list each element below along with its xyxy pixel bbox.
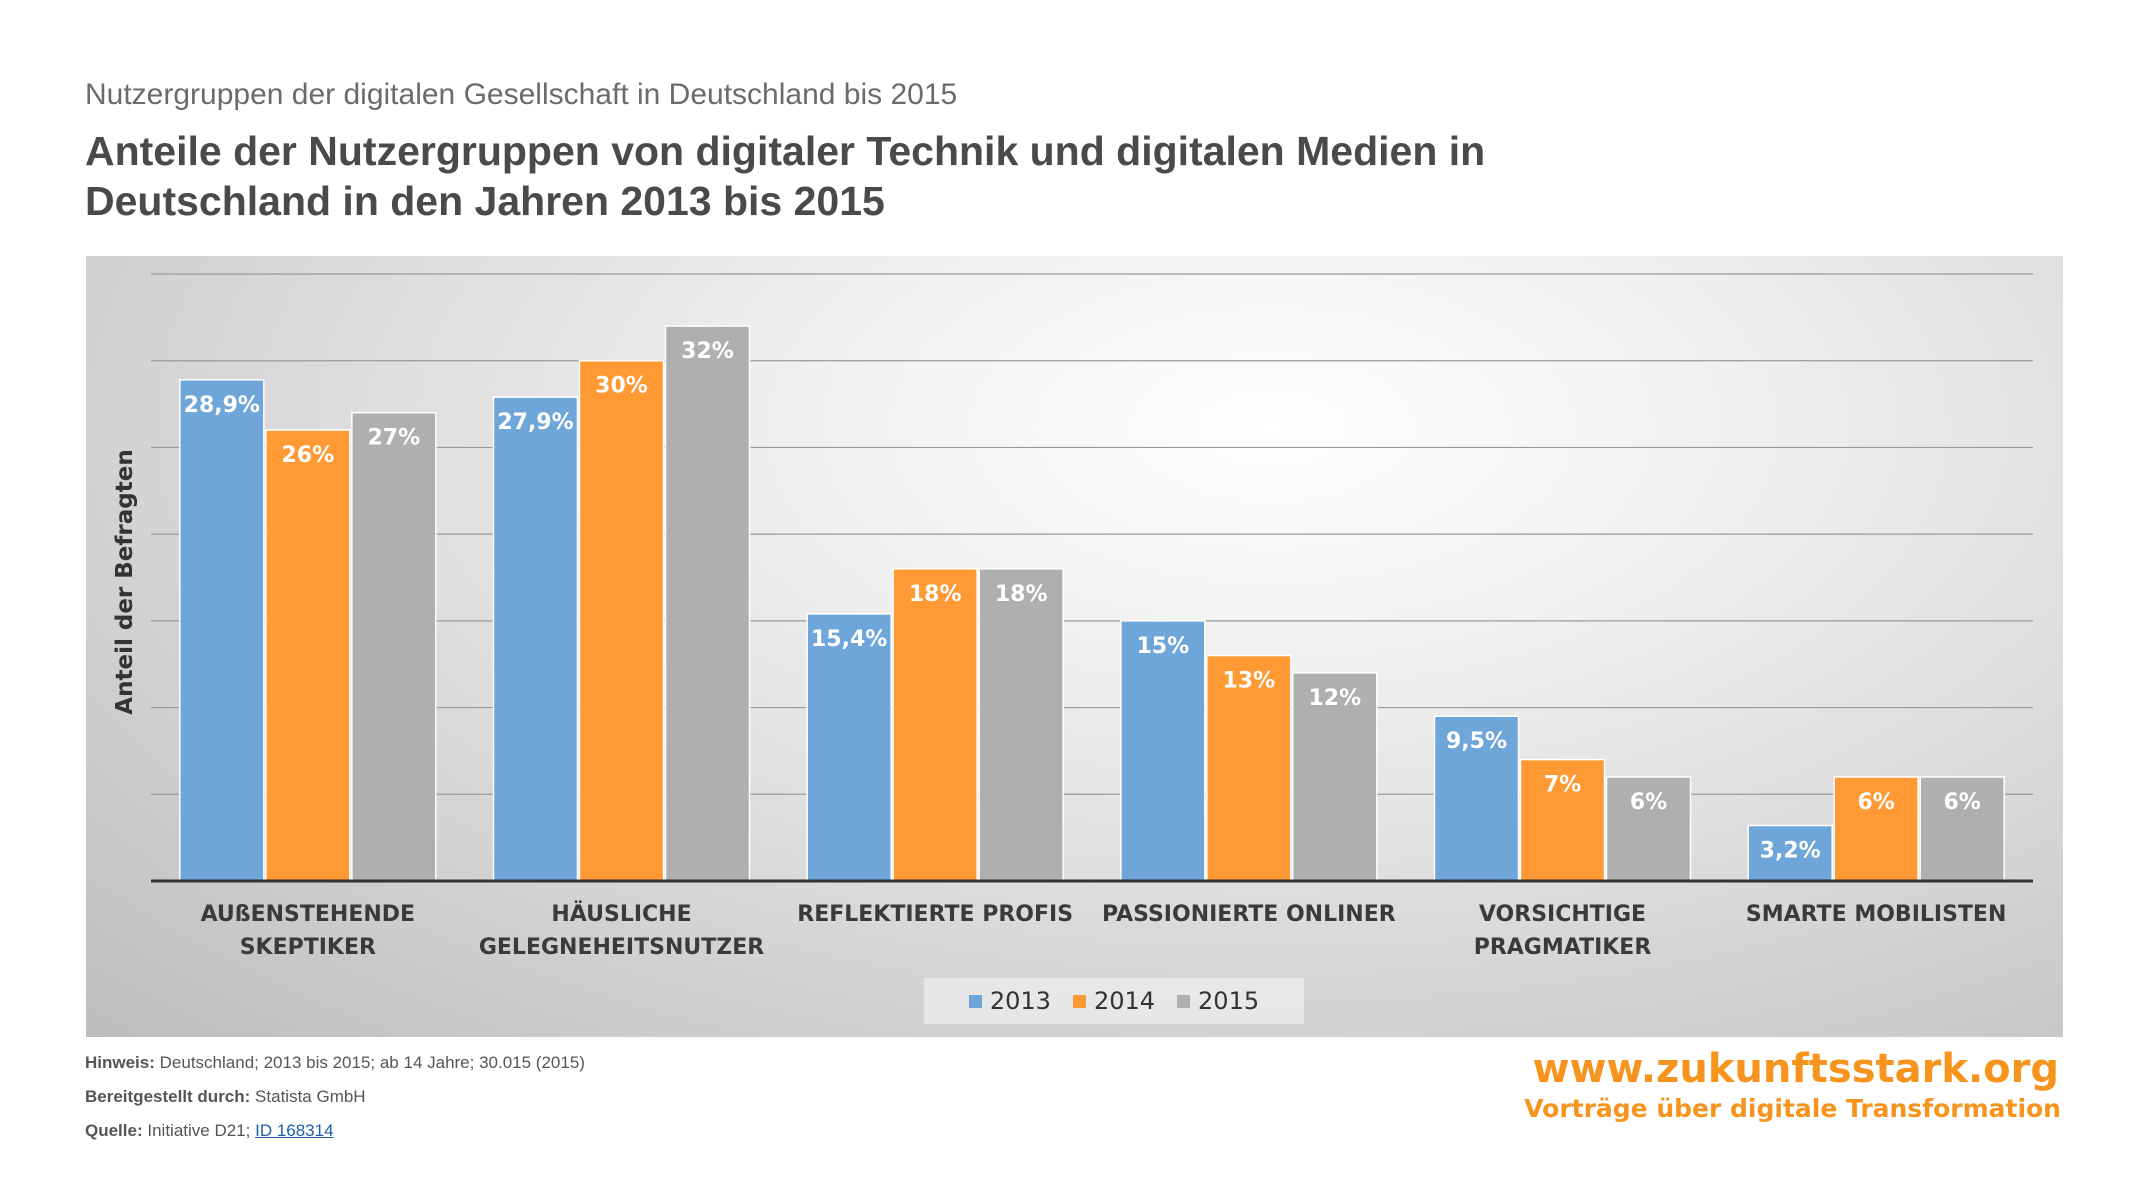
data-label: 3,2% [1760,839,1821,864]
brand-tagline: Vorträge über digitale Transformation [1524,1094,2061,1123]
data-label: 13% [1222,669,1275,694]
legend-item-2015: 2015 [1177,987,1259,1015]
note-quelle: Quelle: Initiative D21; ID 168314 [85,1114,585,1148]
bar [492,396,579,882]
legend-label: 2014 [1093,987,1156,1015]
bar [351,411,437,882]
bar [578,359,665,882]
data-label: 6% [1857,790,1894,815]
bar [1605,776,1692,882]
category-label: SMARTE MOBILISTEN [1746,902,2006,927]
bar [1747,824,1833,882]
data-label: 27,9% [497,410,573,435]
bar [806,613,892,882]
page-title: Anteile der Nutzergruppen von digitaler … [85,128,1486,224]
note-text: Deutschland; 2013 bis 2015; ab 14 Jahre;… [159,1053,585,1072]
chart-area: 28,9% 26% 27% AUßENSTEHENDE SKEPTIKER 27,9% 30… [86,256,2063,1037]
note-label: Bereitgestellt durch: [85,1087,251,1106]
bar [179,379,265,882]
legend-item-2013: 2013 [968,987,1051,1015]
data-label: 18% [995,582,1048,607]
category-label: AUßENSTEHENDE [201,902,416,927]
data-label: 28,9% [184,393,260,418]
data-label: 18% [909,582,962,607]
legend-swatch-2013 [968,994,982,1008]
category-label: VORSICHTIGE [1479,902,1646,927]
category-label: PRAGMATIKER [1474,935,1652,960]
bar [1292,672,1378,882]
bar [1919,776,2005,882]
bar [664,325,751,882]
data-label: 9,5% [1446,729,1507,754]
category-label: GELEGNEHEITSNUTZER [479,935,764,960]
data-label: 27% [367,426,420,451]
legend: 2013 2014 2015 [924,978,1304,1024]
bar [892,568,978,882]
bar-chart: 28,9% 26% 27% AUßENSTEHENDE SKEPTIKER 27,9% 30… [112,273,2033,960]
legend-label: 2015 [1198,987,1260,1015]
bar [1833,776,1919,882]
bar [978,568,1064,882]
category-label: REFLEKTIERTE PROFIS [797,902,1073,927]
note-bereitgestellt: Bereitgestellt durch: Statista GmbH [85,1080,585,1114]
bar [1519,758,1606,882]
data-label: 12% [1308,686,1361,711]
note-text: Initiative D21; [147,1121,251,1140]
data-label: 30% [595,374,648,399]
data-label: 15,4% [811,627,887,652]
source-link[interactable]: ID 168314 [255,1121,334,1140]
note-hinweis: Hinweis: Deutschland; 2013 bis 2015; ab … [85,1046,585,1080]
legend-swatch-2015 [1177,994,1191,1008]
bar [265,429,351,882]
supertitle: Nutzergruppen der digitalen Gesellschaft… [85,78,958,111]
data-label: 15% [1136,634,1189,659]
legend-item-2014: 2014 [1072,987,1156,1015]
note-label: Quelle: [85,1121,143,1140]
legend-label: 2013 [989,987,1051,1015]
data-label: 32% [681,339,734,364]
bar [1433,715,1520,882]
note-label: Hinweis: [85,1053,155,1072]
category-label: PASSIONIERTE ONLINER [1102,902,1396,927]
brand-url[interactable]: www.zukunftsstark.org [1532,1046,2059,1092]
legend-swatch-2014 [1072,994,1086,1008]
data-label: 26% [281,443,334,468]
category-label: HÄUSLICHE [551,901,691,927]
data-label: 6% [1630,790,1667,815]
bar [1120,620,1206,882]
category-label: SKEPTIKER [240,935,376,960]
note-text: Statista GmbH [255,1087,366,1106]
data-label: 6% [1943,790,1980,815]
y-axis-label: Anteil der Befragten [112,449,138,714]
source-notes: Hinweis: Deutschland; 2013 bis 2015; ab … [85,1046,585,1148]
data-label: 7% [1544,773,1581,798]
